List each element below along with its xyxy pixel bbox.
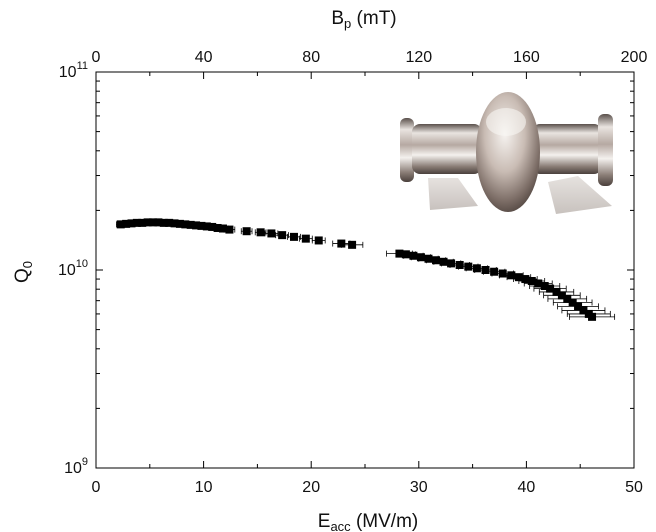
data-point (514, 273, 523, 282)
data-point (401, 250, 410, 259)
data-point (534, 279, 543, 288)
x-tick-label: 40 (518, 479, 536, 496)
data-point (218, 224, 227, 233)
data-point (301, 234, 310, 243)
data-point (202, 222, 211, 231)
data-point (424, 254, 433, 263)
y-tick-label: 1011 (59, 60, 88, 81)
data-point (181, 220, 190, 229)
top-x-tick-label: 200 (621, 49, 648, 66)
data-point (138, 218, 147, 227)
data-point (256, 228, 265, 237)
top-x-tick-label: 160 (513, 49, 540, 66)
data-point (122, 219, 131, 228)
y-tick-label: 1010 (58, 258, 88, 279)
data-point (225, 225, 234, 234)
top-x-tick-label: 120 (405, 49, 432, 66)
data-point (175, 219, 184, 228)
top-x-tick-label: 40 (195, 49, 213, 66)
data-point (165, 218, 174, 227)
data-point (289, 232, 298, 241)
data-point (490, 267, 499, 276)
data-point (186, 220, 195, 229)
data-point (472, 264, 481, 273)
data-point (192, 221, 201, 230)
top-x-axis-title: Bp (mT) (331, 8, 396, 31)
data-point (574, 302, 583, 311)
data-point (579, 306, 588, 315)
data-point (143, 218, 152, 227)
data-point (481, 266, 490, 274)
x-tick-label: 10 (195, 479, 213, 496)
data-point (127, 219, 136, 228)
data-point (409, 251, 418, 260)
data-point (521, 275, 530, 284)
data-point (267, 229, 276, 238)
data-point (116, 220, 125, 229)
data-points (116, 218, 616, 321)
data-point (540, 282, 549, 291)
data-point (170, 219, 179, 228)
data-point (455, 260, 464, 269)
data-point (159, 218, 168, 227)
y-axis-title: Q0 (12, 261, 35, 283)
data-point (348, 240, 357, 249)
data-point (314, 236, 323, 245)
data-point (527, 276, 536, 285)
data-point (552, 287, 561, 296)
data-point (588, 312, 597, 321)
data-point (498, 269, 507, 278)
cavity-photo (400, 92, 613, 214)
x-tick-label: 30 (410, 479, 428, 496)
data-point (149, 218, 158, 227)
data-point (132, 218, 141, 227)
x-tick-label: 50 (625, 479, 643, 496)
tick-labels: 0 10 20 30 40 50 0 40 80 120 160 200 109 1010 1011 (58, 49, 647, 496)
top-x-tick-label: 80 (302, 49, 320, 66)
data-point (242, 227, 251, 236)
data-point (464, 262, 473, 271)
data-point (557, 291, 566, 300)
x-tick-label: 20 (302, 479, 320, 496)
data-point (416, 253, 425, 262)
data-point (439, 257, 448, 266)
data-point (546, 284, 555, 293)
data-point (197, 221, 206, 230)
data-point (507, 271, 516, 280)
y-tick-label: 109 (64, 456, 88, 477)
x-tick-label: 0 (92, 479, 101, 496)
data-point (563, 294, 572, 303)
data-point (154, 218, 163, 227)
axis-ticks (95, 71, 635, 469)
top-x-tick-label: 0 (92, 49, 101, 66)
data-point (568, 298, 577, 307)
data-point (278, 231, 287, 240)
data-point (395, 249, 404, 258)
x-axis-title: Eacc (MV/m) (318, 511, 418, 532)
data-point (432, 256, 441, 265)
data-point (447, 259, 456, 268)
